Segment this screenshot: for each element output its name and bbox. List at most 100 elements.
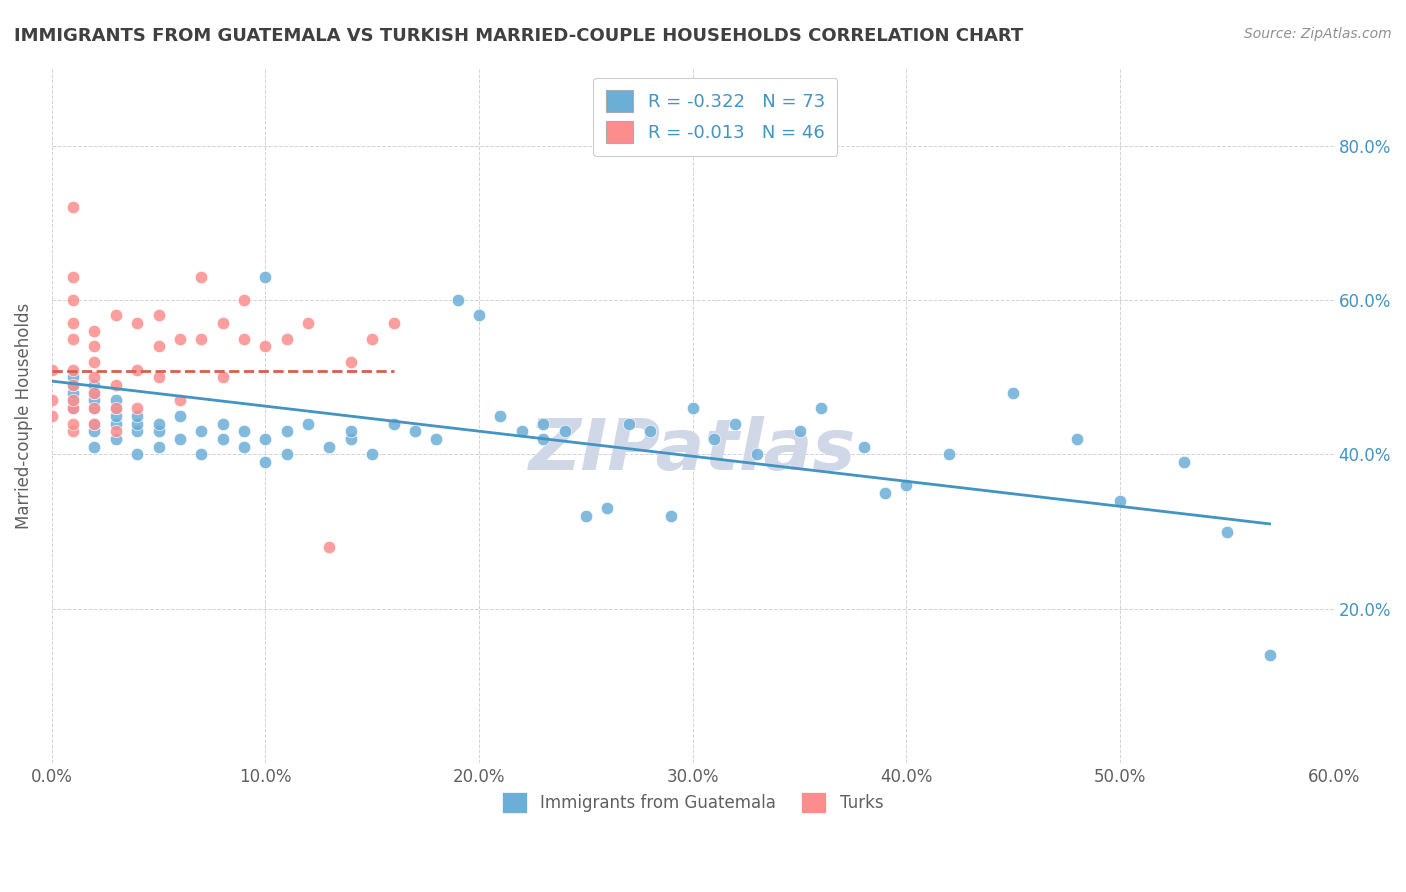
- Point: [41, 393, 63, 408]
- Point: [318, 440, 340, 454]
- Point: [873, 486, 896, 500]
- Point: [468, 309, 491, 323]
- Point: [938, 447, 960, 461]
- Point: [340, 432, 363, 446]
- Point: [83, 393, 105, 408]
- Point: [1066, 432, 1088, 446]
- Point: [425, 432, 447, 446]
- Point: [104, 432, 127, 446]
- Point: [62, 417, 84, 431]
- Point: [83, 324, 105, 338]
- Point: [233, 424, 256, 438]
- Point: [148, 309, 170, 323]
- Point: [104, 393, 127, 408]
- Point: [190, 424, 212, 438]
- Point: [127, 417, 149, 431]
- Point: [190, 332, 212, 346]
- Point: [83, 401, 105, 416]
- Point: [127, 316, 149, 330]
- Point: [83, 401, 105, 416]
- Point: [169, 393, 191, 408]
- Point: [659, 509, 682, 524]
- Point: [703, 432, 725, 446]
- Point: [404, 424, 426, 438]
- Point: [361, 332, 384, 346]
- Point: [211, 432, 233, 446]
- Point: [62, 316, 84, 330]
- Point: [276, 424, 298, 438]
- Point: [83, 370, 105, 384]
- Point: [617, 417, 640, 431]
- Point: [62, 424, 84, 438]
- Point: [127, 362, 149, 376]
- Point: [1173, 455, 1195, 469]
- Point: [62, 401, 84, 416]
- Point: [104, 309, 127, 323]
- Point: [340, 355, 363, 369]
- Point: [104, 378, 127, 392]
- Point: [83, 417, 105, 431]
- Point: [745, 447, 768, 461]
- Point: [148, 370, 170, 384]
- Point: [553, 424, 575, 438]
- Y-axis label: Married-couple Households: Married-couple Households: [15, 302, 32, 529]
- Point: [148, 417, 170, 431]
- Point: [62, 378, 84, 392]
- Point: [41, 409, 63, 423]
- Point: [169, 432, 191, 446]
- Point: [127, 447, 149, 461]
- Point: [62, 393, 84, 408]
- Point: [62, 201, 84, 215]
- Point: [83, 339, 105, 353]
- Point: [596, 501, 619, 516]
- Point: [169, 409, 191, 423]
- Point: [62, 332, 84, 346]
- Text: IMMIGRANTS FROM GUATEMALA VS TURKISH MARRIED-COUPLE HOUSEHOLDS CORRELATION CHART: IMMIGRANTS FROM GUATEMALA VS TURKISH MAR…: [14, 27, 1024, 45]
- Point: [62, 269, 84, 284]
- Point: [62, 401, 84, 416]
- Legend: Immigrants from Guatemala, Turks: Immigrants from Guatemala, Turks: [491, 780, 896, 824]
- Point: [233, 293, 256, 307]
- Text: ZIPatlas: ZIPatlas: [529, 416, 856, 485]
- Point: [447, 293, 470, 307]
- Point: [211, 370, 233, 384]
- Point: [382, 417, 405, 431]
- Point: [83, 378, 105, 392]
- Point: [233, 332, 256, 346]
- Point: [127, 401, 149, 416]
- Point: [104, 409, 127, 423]
- Point: [361, 447, 384, 461]
- Point: [297, 316, 319, 330]
- Point: [682, 401, 704, 416]
- Point: [169, 332, 191, 346]
- Point: [62, 293, 84, 307]
- Point: [62, 370, 84, 384]
- Point: [148, 440, 170, 454]
- Point: [83, 355, 105, 369]
- Point: [276, 332, 298, 346]
- Point: [789, 424, 811, 438]
- Point: [254, 455, 277, 469]
- Point: [190, 269, 212, 284]
- Point: [340, 424, 363, 438]
- Point: [211, 316, 233, 330]
- Point: [297, 417, 319, 431]
- Point: [211, 417, 233, 431]
- Point: [489, 409, 512, 423]
- Text: Source: ZipAtlas.com: Source: ZipAtlas.com: [1244, 27, 1392, 41]
- Point: [254, 269, 277, 284]
- Point: [62, 378, 84, 392]
- Point: [852, 440, 875, 454]
- Point: [638, 424, 661, 438]
- Point: [276, 447, 298, 461]
- Point: [382, 316, 405, 330]
- Point: [104, 401, 127, 416]
- Point: [531, 432, 554, 446]
- Point: [1002, 385, 1025, 400]
- Point: [62, 393, 84, 408]
- Point: [83, 417, 105, 431]
- Point: [254, 432, 277, 446]
- Point: [724, 417, 747, 431]
- Point: [104, 401, 127, 416]
- Point: [810, 401, 832, 416]
